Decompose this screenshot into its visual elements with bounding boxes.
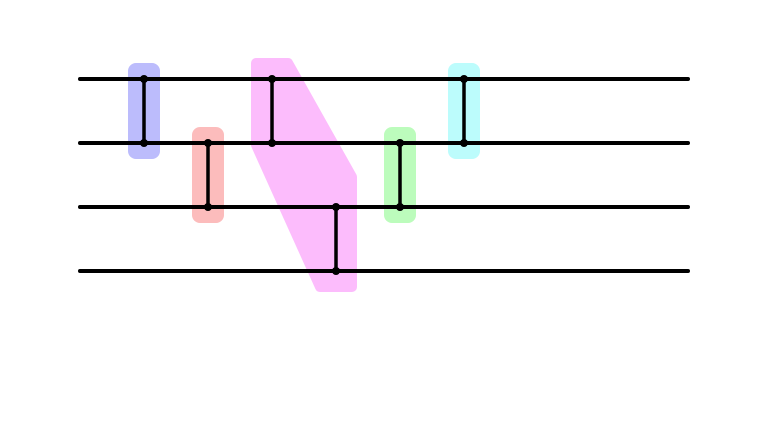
gate-red <box>204 139 212 211</box>
gate-highlights <box>128 58 480 292</box>
gate-green <box>396 139 404 211</box>
gate-blue-dot-bottom <box>140 139 148 147</box>
gate-green-dot-bottom <box>396 203 404 211</box>
gate-cyan-dot-top <box>460 75 468 83</box>
gate-magenta-lower-dot-bottom <box>332 267 340 275</box>
gate-magenta <box>268 75 276 147</box>
gate-cyan <box>460 75 468 147</box>
gate-green-dot-top <box>396 139 404 147</box>
gate-magenta-lower-dot-top <box>332 203 340 211</box>
gate-cyan-dot-bottom <box>460 139 468 147</box>
wires <box>78 77 690 273</box>
gate-magenta-dot-top <box>268 75 276 83</box>
gate-blue <box>140 75 148 147</box>
gate-magenta-dot-bottom <box>268 139 276 147</box>
gate-blue-dot-top <box>140 75 148 83</box>
gate-red-dot-top <box>204 139 212 147</box>
gate-red-dot-bottom <box>204 203 212 211</box>
gates <box>140 75 468 275</box>
gate-magenta-lower <box>332 203 340 275</box>
